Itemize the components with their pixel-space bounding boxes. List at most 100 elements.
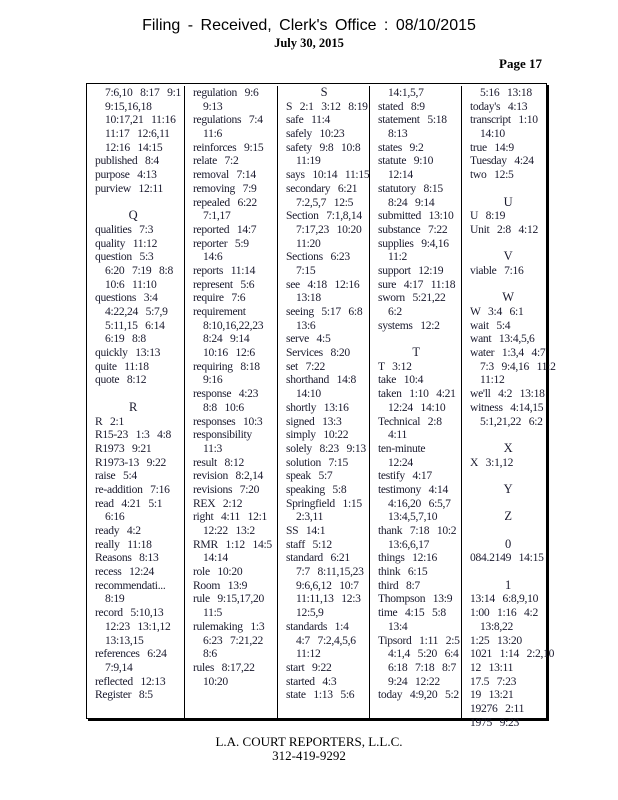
index-column-4: 14:1,5,7 stated 8:9 statement 5:18 8:13 stat…: [369, 86, 462, 718]
index-entry-continuation: 6:19 8:8: [105, 332, 146, 346]
index-entry-continuation: 8:24 9:14: [203, 332, 250, 346]
index-entry-continuation: 14:1,5,7: [388, 86, 424, 99]
index-entry-continuation: 14:6: [203, 250, 223, 264]
index-entry-continuation: 7:15: [296, 263, 316, 277]
index-entry: reporter 5:9: [193, 236, 249, 250]
index-entry: see 4:18 12:16: [286, 277, 360, 291]
index-entry: take 10:4: [378, 373, 424, 387]
index-entry: speaking 5:8: [286, 482, 347, 496]
index-entry-continuation: 14:14: [203, 551, 228, 565]
index-entry: solution 7:15: [286, 455, 348, 469]
index-entry: Room 13:9: [193, 578, 248, 592]
index-entry: supplies 9:4,16: [378, 236, 449, 250]
index-entry: requirement: [193, 305, 246, 318]
index-entry-continuation: 10:16 12:6: [203, 346, 255, 360]
index-entry-continuation: 11:6: [203, 127, 222, 141]
index-entry: state 1:13 5:6: [286, 688, 355, 702]
index-entry: responses 10:3: [193, 414, 263, 428]
index-entry: T 3:12: [378, 359, 412, 373]
index-entry: recess 12:24: [95, 565, 155, 579]
index-entry-continuation: 11:17 12:6,11: [105, 127, 170, 141]
index-entry-continuation: 13:13,15: [105, 633, 144, 647]
index-entry: rules 8:17,22: [193, 660, 255, 674]
index-entry: thank 7:18 10:2: [378, 524, 457, 537]
index-entry: viable 7:16: [470, 263, 524, 277]
index-entry: 19 13:21: [470, 688, 514, 702]
index-entry: S 2:1 3:12 8:19: [286, 99, 368, 113]
index-entry-continuation: 13:6: [296, 318, 316, 332]
index-entry: right 4:11 12:1: [193, 510, 267, 524]
index-entry-continuation: 13:8,22: [480, 619, 514, 633]
index-entry: regulations 7:4: [193, 113, 263, 127]
index-entry: today's 4:13: [470, 99, 528, 113]
index-entry-continuation: 9:24 12:22: [388, 674, 440, 688]
index-entry: testify 4:17: [378, 469, 432, 483]
index-entry: testimony 4:14: [378, 482, 449, 496]
index-entry: think 6:15: [378, 565, 428, 579]
index-entry-continuation: 5:11,15 6:14: [105, 318, 165, 332]
filing-stamp: Filing - Received, Clerk's Office : 08/1…: [142, 17, 476, 34]
index-entry: 13:14 6:8,9,10: [470, 592, 539, 606]
index-entry: ten-minute: [378, 441, 426, 455]
index-entry: Tuesday 4:24: [470, 154, 534, 168]
index-entry-continuation: 12:23 13:1,12: [105, 619, 171, 633]
index-entry: questions 3:4: [95, 291, 158, 305]
index-entry-continuation: 7:6,10 8:17 9:1: [105, 86, 182, 99]
index-entry: require 7:6: [193, 291, 246, 305]
index-entry: R15-23 1:3 4:8: [95, 428, 172, 442]
index-entry: R 2:1: [95, 414, 124, 428]
index-entry: safely 10:23: [286, 127, 345, 141]
letter-heading: 0: [505, 536, 511, 551]
index-entry-continuation: 6:2: [388, 305, 402, 318]
index-entry: U 8:19: [470, 209, 506, 223]
index-entry: 17.5 7:23: [470, 674, 517, 688]
index-column-5: 5:16 13:18 today's 4:13 transcript 1:10 14:…: [461, 86, 556, 729]
index-entry: W 3:4 6:1: [470, 305, 524, 318]
index-entry: SS 14:1: [286, 524, 326, 537]
letter-heading: U: [503, 194, 513, 209]
index-entry: support 12:19: [378, 263, 444, 277]
index-entry-continuation: 12:5,9: [296, 606, 324, 620]
index-entry-continuation: 14:10: [296, 387, 321, 401]
index-entry: want 13:4,5,6: [470, 332, 535, 346]
index-entry-continuation: 8:6: [203, 647, 217, 661]
index-entry: rulemaking 1:3: [193, 619, 265, 633]
index-entry: submitted 13:10: [378, 209, 454, 223]
letter-heading: S: [320, 85, 328, 99]
index-entry: reflected 12:13: [95, 674, 166, 688]
index-entry-continuation: 8:8 10:6: [203, 400, 244, 414]
index-entry-continuation: 11:3: [203, 441, 222, 455]
reporter-phone: 312-419-9292: [272, 748, 346, 763]
index-entry: quote 8:12: [95, 373, 147, 387]
index-entry-continuation: 4:1,4 5:20 6:4: [388, 647, 459, 661]
index-entry: states 9:2: [378, 140, 424, 154]
index-entry: speak 5:7: [286, 469, 333, 483]
index-entry-continuation: 11:20: [296, 236, 321, 250]
index-entry: started 4:3: [286, 674, 337, 688]
index-entry-continuation: 4:22,24 5:7,9: [105, 305, 168, 318]
index-entry: substance 7:22: [378, 222, 448, 236]
index-entry: record 5:10,13: [95, 606, 164, 620]
index-entry: statute 9:10: [378, 154, 434, 168]
index-entry: quite 11:18: [95, 359, 149, 373]
index-entry: Sections 6:23: [286, 250, 350, 264]
index-entry: 1:25 13:20: [470, 633, 522, 647]
index-entry: says 10:14 11:15: [286, 168, 370, 182]
index-entry-continuation: 10:20: [203, 674, 228, 688]
index-entry: response 4:23: [193, 387, 259, 401]
reporter-company: L.A. COURT REPORTERS, L.L.C.: [215, 734, 403, 749]
index-entry: quickly 13:13: [95, 346, 161, 360]
index-entry: revisions 7:20: [193, 482, 260, 496]
index-entry-continuation: 11:2: [388, 250, 407, 264]
letter-heading: Q: [128, 208, 138, 223]
index-entry-continuation: 4:11: [388, 428, 407, 442]
index-entry: statement 5:18: [378, 113, 447, 127]
index-entry: ready 4:2: [95, 524, 141, 537]
index-entry-continuation: 8:13: [388, 127, 408, 141]
index-entry: statutory 8:15: [378, 181, 443, 195]
index-entry: references 6:24: [95, 647, 167, 661]
index-entry-continuation: 2:3,11: [296, 510, 324, 524]
index-entry: shorthand 14:8: [286, 373, 357, 387]
index-column-2: regulation 9:6 9:13 regulations 7:4 11:6 rei…: [184, 86, 277, 718]
letter-heading: 1: [505, 577, 511, 592]
